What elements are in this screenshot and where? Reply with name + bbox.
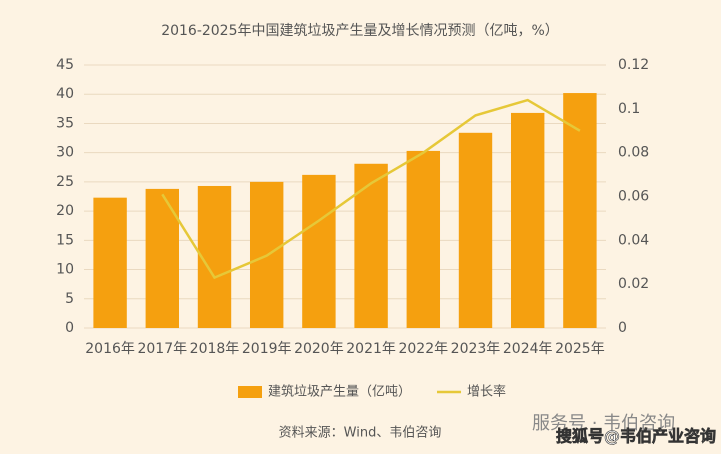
y-tick-label: 20 — [56, 203, 74, 219]
line — [161, 98, 581, 280]
x-tick-label: 2022年 — [398, 341, 448, 357]
watermark: 服务号 · 韦伯咨询 — [532, 413, 675, 434]
y-tick-label: 10 — [56, 262, 74, 278]
y-tick-label: 30 — [56, 145, 74, 161]
y-tick-label: 45 — [56, 57, 74, 73]
y-tick-label: 0 — [65, 320, 74, 336]
y-tick-label: 40 — [56, 86, 74, 102]
x-tick-label: 2019年 — [242, 341, 292, 357]
x-tick-label: 2020年 — [294, 341, 344, 357]
bar — [197, 185, 232, 328]
bar — [406, 150, 441, 328]
legend-label: 建筑垃圾产生量（亿吨） — [268, 384, 411, 400]
x-tick-label: 2017年 — [137, 341, 187, 357]
bar — [302, 174, 336, 328]
bar — [510, 112, 545, 329]
bar — [563, 93, 597, 328]
x-tick-label: 2018年 — [190, 341, 240, 357]
legend-label: 增长率 — [467, 384, 506, 400]
y-tick-label: 35 — [56, 115, 74, 131]
y2-tick-label: 0.08 — [618, 145, 649, 161]
source: 资料来源：Wind、韦伯咨询 — [279, 426, 442, 441]
watermark: 搜狐号@韦伯产业咨询 — [556, 427, 716, 446]
x-tick-label: 2016年 — [85, 341, 135, 357]
legend-swatch — [238, 386, 262, 398]
chart-title: 2016-2025年中国建筑垃圾产生量及增长情况预测（亿吨，%） — [161, 23, 559, 39]
x-tick-label: 2024年 — [503, 341, 553, 357]
y2-tick-label: 0.04 — [618, 232, 649, 248]
x-tick-label: 2023年 — [451, 341, 501, 357]
y-tick-label: 5 — [65, 291, 74, 307]
bar — [145, 188, 180, 328]
y2-tick-label: 0 — [618, 320, 627, 336]
y2-tick-label: 0.06 — [618, 189, 649, 205]
bar — [458, 132, 493, 328]
y-tick-label: 25 — [56, 174, 74, 190]
x-tick-label: 2025年 — [555, 341, 605, 357]
bar — [354, 163, 388, 328]
y2-tick-label: 0.12 — [618, 57, 649, 73]
y-tick-label: 15 — [56, 232, 74, 248]
y2-tick-label: 0.02 — [618, 276, 649, 292]
bar — [93, 197, 127, 328]
y2-tick-label: 0.1 — [618, 101, 640, 117]
x-tick-label: 2021年 — [346, 341, 396, 357]
